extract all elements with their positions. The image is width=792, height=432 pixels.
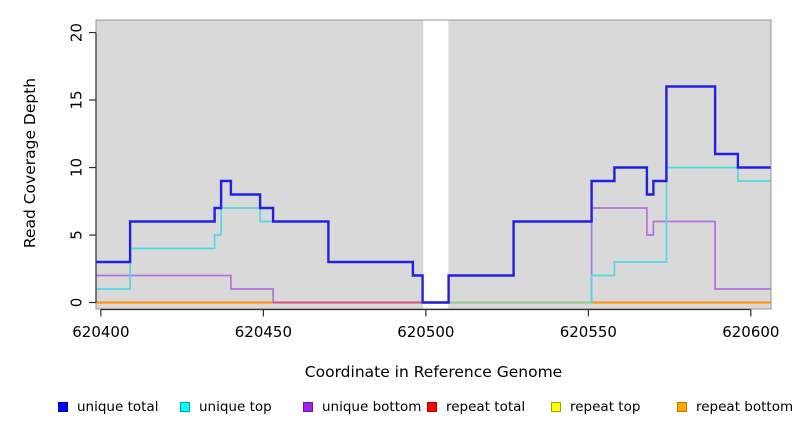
series-line-unique-bottom <box>96 207 771 304</box>
y-tick-label: 10 <box>68 158 86 177</box>
x-tick-label: 620400 <box>72 323 129 341</box>
x-tick-label: 620600 <box>722 323 779 341</box>
x-tick-label: 620550 <box>560 323 617 341</box>
plot-background <box>448 20 771 309</box>
y-tick-label: 20 <box>67 23 85 42</box>
plot-background <box>96 20 424 309</box>
y-tick-label: 15 <box>68 90 86 109</box>
x-tick-label: 620450 <box>235 323 292 341</box>
x-tick-label: 620500 <box>397 323 454 341</box>
y-tick-label: 5 <box>68 230 86 240</box>
series-line-unique-total <box>96 85 771 304</box>
x-axis-title: Coordinate in Reference Genome <box>304 363 563 381</box>
y-tick-label: 0 <box>68 298 86 308</box>
y-axis-title: Read Coverage Depth <box>21 77 39 249</box>
